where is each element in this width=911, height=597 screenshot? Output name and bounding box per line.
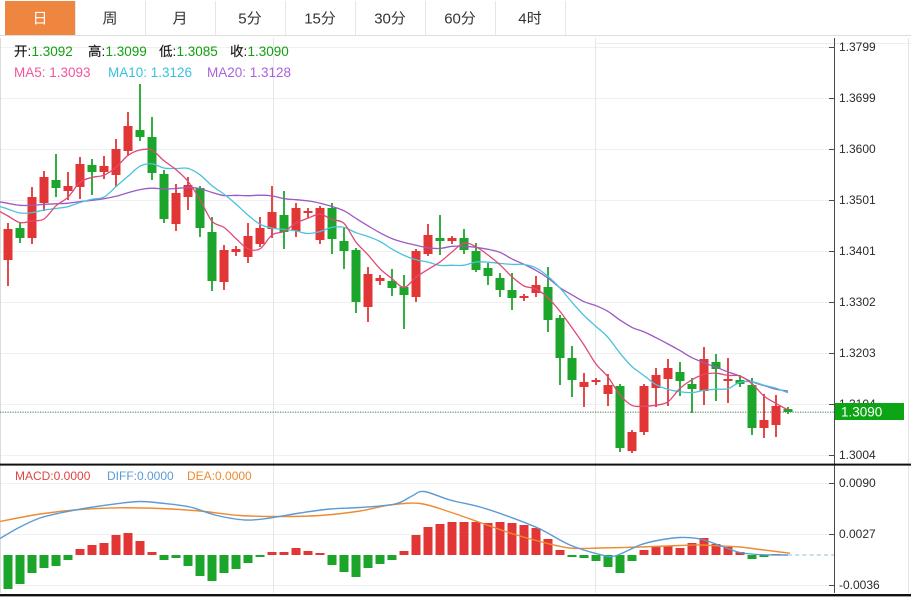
svg-text:MA10: 1.3126: MA10: 1.3126 — [108, 65, 192, 80]
svg-text::: : — [102, 44, 106, 59]
svg-text::: : — [28, 44, 32, 59]
svg-text:1.3600: 1.3600 — [839, 142, 876, 156]
svg-text:0.0027: 0.0027 — [839, 527, 876, 541]
svg-text::: : — [244, 44, 248, 59]
svg-text:1.3401: 1.3401 — [839, 244, 876, 258]
svg-text:0.0090: 0.0090 — [839, 476, 876, 490]
svg-text:0: 0 — [383, 11, 391, 28]
svg-text:5: 5 — [238, 11, 246, 28]
svg-text:1.3699: 1.3699 — [839, 91, 876, 105]
svg-text:MA5: 1.3093: MA5: 1.3093 — [14, 65, 91, 80]
svg-text:MA20: 1.3128: MA20: 1.3128 — [207, 65, 291, 80]
svg-text:DIFF:0.0000: DIFF:0.0000 — [107, 469, 174, 483]
svg-text:1.3090: 1.3090 — [248, 44, 289, 59]
svg-text:1.3099: 1.3099 — [106, 44, 147, 59]
svg-text:1: 1 — [304, 11, 312, 28]
svg-text:1.3501: 1.3501 — [839, 193, 876, 207]
svg-text:0: 0 — [453, 11, 461, 28]
svg-text:1.3085: 1.3085 — [177, 44, 218, 59]
svg-text:1.3799: 1.3799 — [839, 40, 876, 54]
svg-text:3: 3 — [374, 11, 382, 28]
svg-text:4: 4 — [518, 11, 526, 28]
svg-text:MACD:0.0000: MACD:0.0000 — [15, 469, 91, 483]
svg-text:5: 5 — [313, 11, 321, 28]
svg-text::: : — [173, 44, 177, 59]
svg-text:1.3203: 1.3203 — [839, 346, 876, 360]
svg-text:-0.0036: -0.0036 — [839, 578, 880, 592]
svg-text:1.3090: 1.3090 — [841, 405, 882, 420]
svg-text:1.3004: 1.3004 — [839, 448, 876, 462]
svg-text:1.3302: 1.3302 — [839, 295, 876, 309]
svg-text:DEA:0.0000: DEA:0.0000 — [187, 469, 252, 483]
svg-text:1.3092: 1.3092 — [32, 44, 73, 59]
svg-text:6: 6 — [444, 11, 452, 28]
